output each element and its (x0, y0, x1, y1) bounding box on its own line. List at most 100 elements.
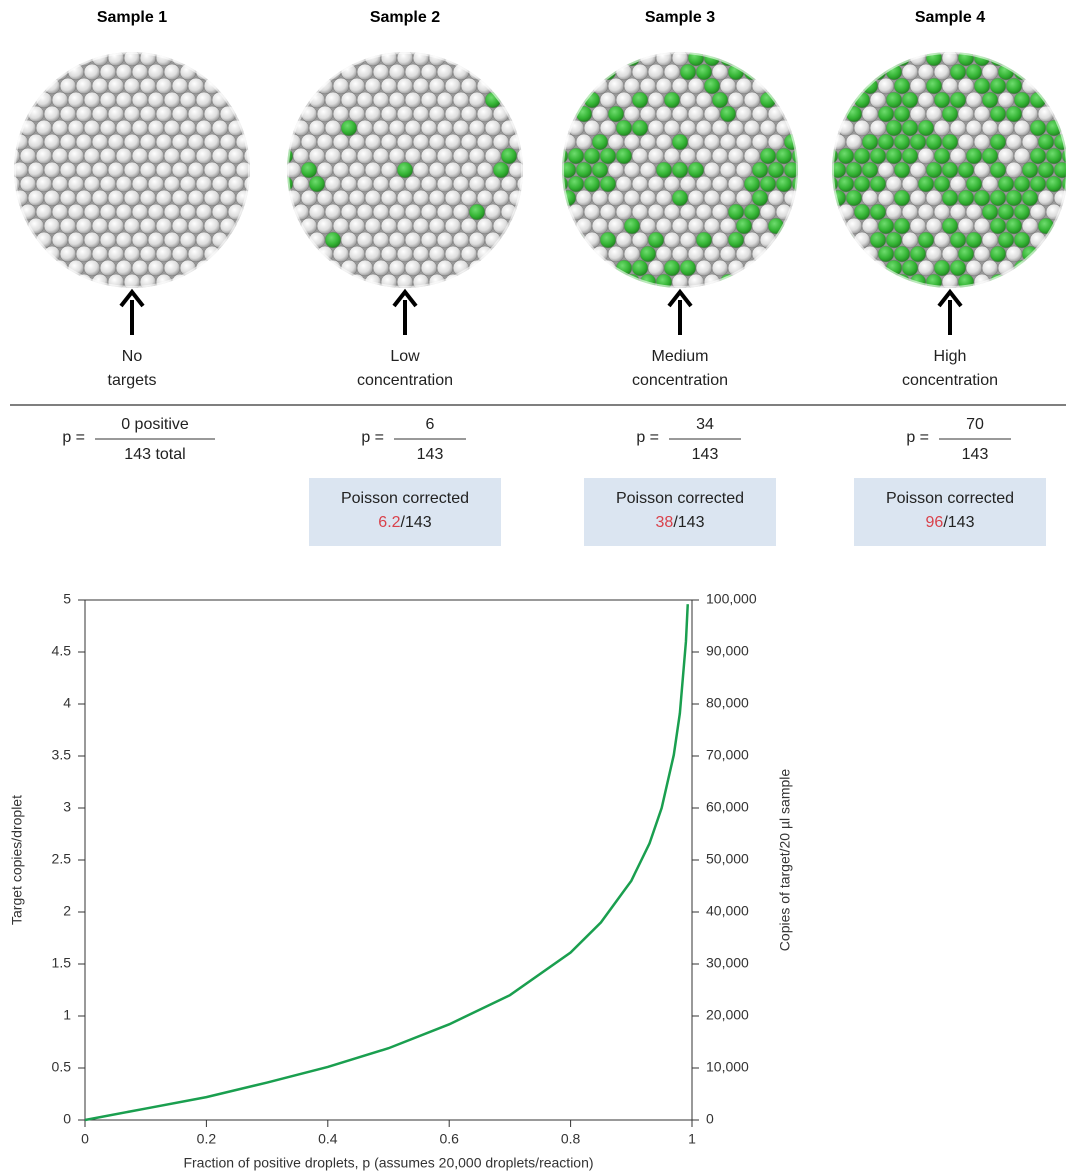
droplet (115, 203, 133, 221)
positive-droplet (631, 91, 649, 109)
droplet (735, 189, 753, 207)
droplet (973, 245, 991, 263)
droplet (139, 77, 157, 95)
positive-droplet (1005, 217, 1023, 235)
droplet (420, 175, 438, 193)
droplet (364, 161, 382, 179)
droplet (115, 175, 133, 193)
droplet (444, 133, 462, 151)
droplet (187, 245, 205, 263)
droplet (227, 175, 245, 193)
droplet (404, 175, 422, 193)
droplet (428, 77, 446, 95)
droplet (444, 77, 462, 95)
y-tick-label: 4.5 (52, 643, 72, 659)
droplet (460, 77, 478, 95)
droplet (372, 203, 390, 221)
arrow (937, 288, 963, 335)
droplet (83, 231, 101, 249)
droplet (171, 77, 189, 95)
droplet (885, 175, 903, 193)
positive-droplet (631, 259, 649, 277)
droplet (43, 133, 61, 151)
droplet (163, 63, 181, 81)
y2-tick-label: 0 (706, 1111, 714, 1127)
p-label: p = (62, 429, 85, 446)
droplet (300, 133, 318, 151)
positive-droplet (623, 217, 641, 235)
droplet (639, 217, 657, 235)
positive-droplet (607, 105, 625, 123)
y2-tick-label: 60,000 (706, 799, 749, 815)
droplet (885, 203, 903, 221)
droplet (147, 175, 165, 193)
droplet (997, 91, 1015, 109)
positive-droplet (1005, 105, 1023, 123)
droplet (99, 175, 117, 193)
droplet (171, 189, 189, 207)
droplet (583, 119, 601, 137)
positive-droplet (933, 91, 951, 109)
droplet (388, 175, 406, 193)
positive-droplet (695, 231, 713, 249)
droplet (155, 245, 173, 263)
droplet (687, 245, 705, 263)
droplet (981, 119, 999, 137)
droplet (436, 91, 454, 109)
droplet (67, 91, 85, 109)
positive-droplet (869, 175, 887, 193)
droplet (949, 147, 967, 165)
droplet (631, 231, 649, 249)
droplet (444, 161, 462, 179)
droplet (75, 77, 93, 95)
numerator: 34 (696, 416, 714, 433)
y-tick-label: 0.5 (52, 1059, 72, 1075)
droplet (147, 91, 165, 109)
droplet (43, 161, 61, 179)
droplet (364, 189, 382, 207)
droplet (203, 161, 221, 179)
droplet (460, 189, 478, 207)
droplet (388, 259, 406, 277)
positive-droplet (308, 175, 326, 193)
droplet (147, 203, 165, 221)
positive-droplet (671, 189, 689, 207)
droplet (348, 217, 366, 235)
curve (84, 604, 689, 1122)
positive-droplet (1013, 91, 1031, 109)
droplet (695, 203, 713, 221)
y-tick-label: 1.5 (52, 955, 72, 971)
positive-droplet (957, 245, 975, 263)
droplet (356, 203, 374, 221)
droplet (187, 217, 205, 235)
y-tick-label: 2 (63, 903, 71, 919)
droplet (877, 77, 895, 95)
droplet (179, 147, 197, 165)
positive-droplet (639, 245, 657, 263)
droplet (396, 189, 414, 207)
droplet (91, 133, 109, 151)
positive-droplet (1005, 189, 1023, 207)
droplet (452, 203, 470, 221)
positive-droplet (583, 147, 601, 165)
droplet (460, 217, 478, 235)
droplet (51, 231, 69, 249)
droplet (647, 119, 665, 137)
edge (12, 50, 252, 290)
droplet (1005, 133, 1023, 151)
droplet (147, 119, 165, 137)
droplet (909, 217, 927, 235)
droplet (211, 203, 229, 221)
droplet (292, 147, 310, 165)
droplet (123, 245, 141, 263)
droplet (171, 217, 189, 235)
droplet (743, 119, 761, 137)
droplet (316, 161, 334, 179)
droplet (695, 119, 713, 137)
droplet (83, 147, 101, 165)
droplet (575, 133, 593, 151)
positive-droplet (941, 217, 959, 235)
droplet (187, 133, 205, 151)
positive-droplet (989, 161, 1007, 179)
droplet (719, 133, 737, 151)
